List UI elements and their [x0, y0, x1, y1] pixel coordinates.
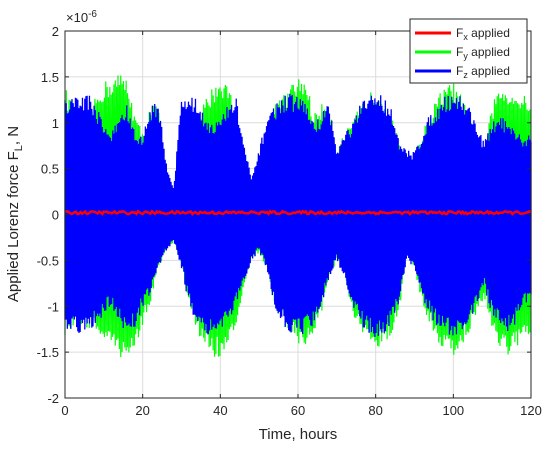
- y-tick-label: 0: [52, 208, 59, 223]
- y-ticks: -2 -1.5 -1 -0.5 0 0.5 1 1.5 2: [37, 24, 531, 406]
- legend-item-fz: Fz applied: [415, 64, 510, 80]
- x-tick-label: 100: [442, 403, 464, 418]
- x-ticks: 0 20 40 60 80 100 120: [61, 31, 542, 418]
- legend-label-fx: Fx applied: [456, 26, 510, 42]
- exponent-label: ×10-6: [66, 9, 97, 25]
- y-tick-label: -2: [47, 391, 59, 406]
- x-axis-label: Time, hours: [259, 426, 338, 443]
- legend-label-fz: Fz applied: [456, 64, 510, 80]
- x-tick-label: 80: [368, 403, 382, 418]
- y-tick-label: -1: [47, 299, 59, 314]
- legend-item-fx: Fx applied: [415, 26, 510, 42]
- x-tick-label: 60: [291, 403, 305, 418]
- y-tick-label: -1.5: [37, 345, 59, 360]
- x-tick-label: 40: [213, 403, 227, 418]
- x-tick-label: 120: [520, 403, 542, 418]
- x-tick-label: 20: [135, 403, 149, 418]
- series-layer: [64, 75, 532, 358]
- y-tick-label: 1: [52, 116, 59, 131]
- legend-item-fy: Fy applied: [415, 45, 510, 61]
- y-tick-label: -0.5: [37, 253, 59, 268]
- fx-line: [64, 209, 532, 216]
- x-tick-label: 0: [61, 403, 68, 418]
- y-tick-label: 0.5: [41, 162, 59, 177]
- legend-label-fy: Fy applied: [456, 45, 510, 61]
- y-tick-label: 2: [52, 24, 59, 39]
- y-axis-label: Applied Lorenz force FL, N: [5, 126, 25, 302]
- y-tick-label: 1.5: [41, 70, 59, 85]
- fz-line: [64, 93, 532, 337]
- fz-series: [64, 93, 532, 337]
- fx-series: [64, 209, 532, 216]
- legend: Fx applied Fy applied Fz applied: [409, 18, 528, 84]
